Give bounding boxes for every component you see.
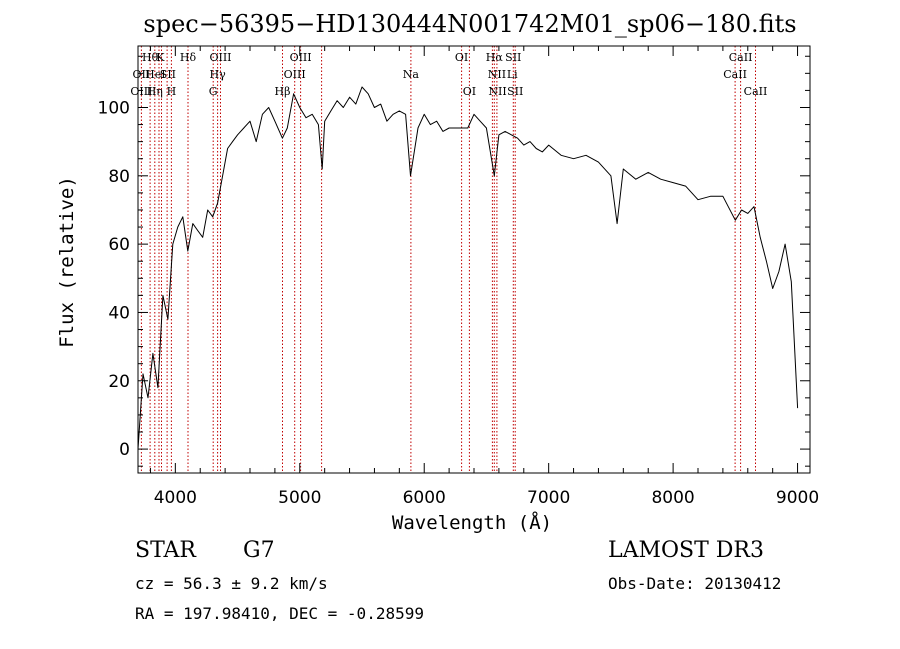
line-label-13: OIII	[284, 68, 306, 81]
line-label-7: SII	[160, 68, 176, 81]
line-label-12: OIII	[290, 51, 312, 64]
line-label-15: Na	[403, 68, 420, 81]
y-tick-label-100: 100	[98, 98, 130, 118]
series-flux	[137, 86, 799, 450]
line-label-3: K	[156, 51, 165, 64]
line-label-10: Hγ	[210, 68, 227, 81]
line-label-20: NII	[488, 68, 506, 81]
line-label-16: OI	[455, 51, 468, 64]
line-label-0: Hθ	[142, 51, 159, 64]
line-label-5: Hη	[147, 85, 163, 98]
line-label-18: Hα	[486, 51, 504, 64]
x-tick-label-5000: 5000	[278, 488, 321, 508]
x-tick-label-4000: 4000	[154, 488, 197, 508]
line-label-25: CaII	[723, 68, 747, 81]
line-label-8: H	[167, 85, 177, 98]
line-label-4: HeI	[145, 68, 165, 81]
coordinates: RA = 197.98410, DEC = -0.28599	[135, 604, 424, 623]
y-tick-label-60: 60	[108, 235, 130, 255]
line-label-22: NII	[488, 85, 506, 98]
line-label-17: OI	[463, 85, 476, 98]
line-label-1: OII	[133, 68, 151, 81]
line-label-23: SII	[507, 85, 523, 98]
x-tick-label-8000: 8000	[651, 488, 694, 508]
y-axis-label: Flux (relative)	[56, 176, 78, 348]
chart-title: spec−56395−HD130444N001742M01_sp06−180.f…	[143, 10, 796, 38]
spectrum-series	[137, 86, 799, 450]
line-label-21: Li	[507, 68, 518, 81]
line-label-26: CaII	[744, 85, 768, 98]
observation-date: Obs-Date: 20130412	[608, 574, 782, 593]
line-label-24: CaII	[729, 51, 753, 64]
x-tick-label-6000: 6000	[403, 488, 446, 508]
x-axis-label: Wavelength (Å)	[392, 511, 552, 534]
spectral-subclass: G7	[243, 538, 275, 563]
line-label-14: Hβ	[275, 85, 291, 98]
line-label-9: OIII	[209, 51, 231, 64]
line-label-11: G	[209, 85, 218, 98]
x-tick-label-9000: 9000	[776, 488, 819, 508]
x-tick-label-7000: 7000	[527, 488, 570, 508]
line-markers	[140, 46, 756, 473]
y-tick-label-0: 0	[119, 440, 130, 460]
line-label-6: Hδ	[180, 51, 197, 64]
y-tick-label-20: 20	[108, 372, 130, 392]
line-annotations: Hθ OII OIII K HeI Hη Hδ SII H OIII Hγ G OIII OIII Hβ Na…	[130, 51, 767, 98]
plot-frame	[137, 45, 811, 474]
y-tick-label-80: 80	[108, 167, 130, 187]
redshift-velocity: cz = 56.3 ± 9.2 km/s	[135, 574, 328, 593]
object-type: STAR	[135, 538, 196, 563]
axis-ticks: 4000 5000 6000 7000 8000 9000 0 20 40 60 80 100	[98, 46, 819, 508]
line-label-2: OIII	[130, 85, 152, 98]
line-label-19: SII	[505, 51, 521, 64]
survey-name: LAMOST DR3	[608, 538, 764, 563]
y-tick-label-40: 40	[108, 303, 130, 323]
